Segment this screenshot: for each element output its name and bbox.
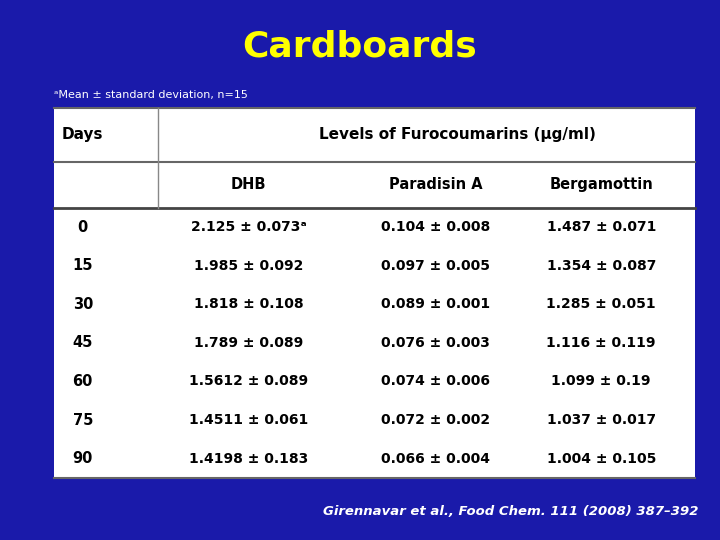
Text: 0: 0 [78, 220, 88, 235]
Text: 60: 60 [73, 374, 93, 389]
Text: Bergamottin: Bergamottin [549, 178, 653, 192]
Text: 45: 45 [73, 335, 93, 350]
Text: 1.285 ± 0.051: 1.285 ± 0.051 [546, 298, 656, 312]
Text: 0.074 ± 0.006: 0.074 ± 0.006 [381, 374, 490, 388]
Text: Days: Days [62, 127, 104, 143]
Text: 1.004 ± 0.105: 1.004 ± 0.105 [546, 451, 656, 465]
Text: 1.099 ± 0.19: 1.099 ± 0.19 [552, 374, 651, 388]
FancyBboxPatch shape [54, 108, 695, 478]
Text: 75: 75 [73, 413, 93, 428]
Text: 1.818 ± 0.108: 1.818 ± 0.108 [194, 298, 303, 312]
Text: 0.066 ± 0.004: 0.066 ± 0.004 [381, 451, 490, 465]
Text: 0.104 ± 0.008: 0.104 ± 0.008 [381, 220, 490, 234]
Text: 1.037 ± 0.017: 1.037 ± 0.017 [546, 413, 656, 427]
Text: 1.985 ± 0.092: 1.985 ± 0.092 [194, 259, 303, 273]
Text: Levels of Furocoumarins (µg/ml): Levels of Furocoumarins (µg/ml) [319, 127, 595, 143]
Text: 0.072 ± 0.002: 0.072 ± 0.002 [381, 413, 490, 427]
Text: ᵃMean ± standard deviation, n=15: ᵃMean ± standard deviation, n=15 [54, 90, 248, 100]
Text: 1.4511 ± 0.061: 1.4511 ± 0.061 [189, 413, 308, 427]
Text: 1.354 ± 0.087: 1.354 ± 0.087 [546, 259, 656, 273]
Text: Girennavar et al., Food Chem. 111 (2008) 387–392: Girennavar et al., Food Chem. 111 (2008)… [323, 505, 698, 518]
Text: 15: 15 [73, 258, 93, 273]
Text: 0.097 ± 0.005: 0.097 ± 0.005 [381, 259, 490, 273]
Text: 90: 90 [73, 451, 93, 466]
Text: 1.4198 ± 0.183: 1.4198 ± 0.183 [189, 451, 308, 465]
Text: 1.487 ± 0.071: 1.487 ± 0.071 [546, 220, 656, 234]
Text: Paradisin A: Paradisin A [389, 178, 482, 192]
Text: 1.116 ± 0.119: 1.116 ± 0.119 [546, 336, 656, 350]
Text: 30: 30 [73, 297, 93, 312]
Text: 1.789 ± 0.089: 1.789 ± 0.089 [194, 336, 303, 350]
Text: 0.089 ± 0.001: 0.089 ± 0.001 [381, 298, 490, 312]
Text: Cardboards: Cardboards [243, 30, 477, 64]
Text: 1.5612 ± 0.089: 1.5612 ± 0.089 [189, 374, 308, 388]
Text: 0.076 ± 0.003: 0.076 ± 0.003 [381, 336, 490, 350]
Text: 2.125 ± 0.073ᵃ: 2.125 ± 0.073ᵃ [191, 220, 306, 234]
Text: DHB: DHB [230, 178, 266, 192]
